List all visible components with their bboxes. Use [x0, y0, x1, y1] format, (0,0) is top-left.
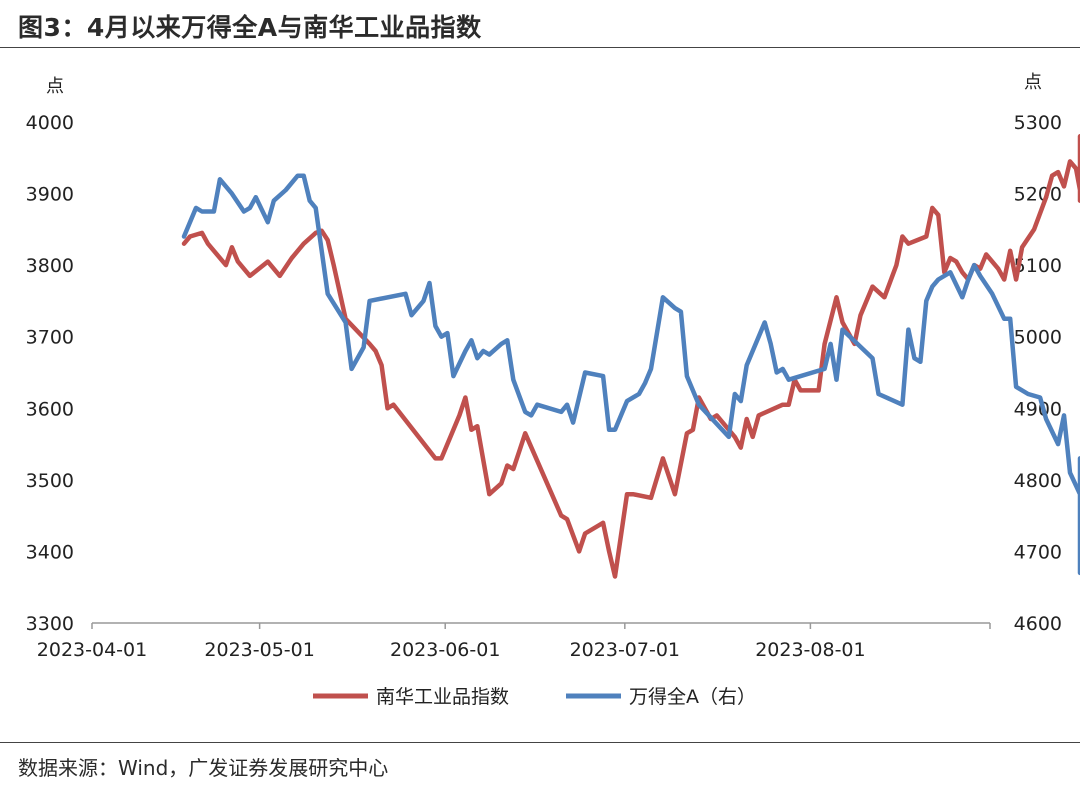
- left-axis-tick-label: 4000: [26, 112, 74, 134]
- right-axis-tick-label: 5300: [1014, 112, 1062, 134]
- series-line-south-china-industrial: [181, 134, 1080, 579]
- line-chart: 点 点 3300 3400 3500 3600 3700 3800 3900 4000 460…: [26, 72, 1080, 708]
- chart-title: 图3：4月以来万得全A与南华工业品指数: [18, 13, 482, 42]
- legend: 南华工业品指数 万得全A（右）: [313, 686, 756, 708]
- legend-label-wind-all-a: 万得全A（右）: [629, 686, 756, 708]
- left-axis-tick-label: 3400: [26, 541, 74, 563]
- right-axis-unit-label: 点: [1024, 72, 1042, 93]
- title-divider: [0, 47, 1080, 48]
- left-axis-tick-label: 3900: [26, 184, 74, 206]
- right-axis-tick-label: 5200: [1014, 184, 1062, 206]
- left-axis-ticks: 3300 3400 3500 3600 3700 3800 3900 4000: [26, 112, 74, 635]
- left-axis-tick-label: 3700: [26, 327, 74, 349]
- left-axis-tick-label: 3300: [26, 613, 74, 635]
- x-axis-tick-label: 2023-07-01: [570, 639, 680, 661]
- x-axis-tick-label: 2023-08-01: [755, 639, 865, 661]
- x-axis-tick-label: 2023-06-01: [390, 639, 500, 661]
- legend-label-south-china-industrial: 南华工业品指数: [376, 686, 509, 708]
- right-axis-ticks: 4600 4700 4800 4900 5000 5100 5200 5300: [1014, 112, 1062, 635]
- x-axis-tick-label: 2023-05-01: [204, 639, 314, 661]
- footer-divider: [0, 742, 1080, 743]
- source-note: 数据来源：Wind，广发证券发展研究中心: [18, 756, 389, 780]
- x-axis-tick-label: 2023-04-01: [37, 639, 147, 661]
- left-axis-tick-label: 3500: [26, 470, 74, 492]
- right-axis-tick-label: 4800: [1014, 470, 1062, 492]
- left-axis-tick-label: 3800: [26, 255, 74, 277]
- left-axis-unit-label: 点: [46, 76, 64, 97]
- right-axis-tick-label: 4700: [1014, 541, 1062, 563]
- right-axis-tick-label: 4600: [1014, 613, 1062, 635]
- x-axis-ticks: 2023-04-01 2023-05-01 2023-06-01 2023-07-01…: [37, 623, 991, 661]
- left-axis-tick-label: 3600: [26, 398, 74, 420]
- series-line-wind-all-a: [181, 173, 1080, 576]
- series-layer: [181, 134, 1080, 579]
- right-axis-tick-label: 5000: [1014, 327, 1062, 349]
- right-axis-tick-label: 5100: [1014, 255, 1062, 277]
- right-axis-tick-label: 4900: [1014, 398, 1062, 420]
